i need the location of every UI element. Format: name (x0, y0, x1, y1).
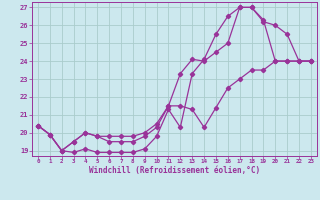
X-axis label: Windchill (Refroidissement éolien,°C): Windchill (Refroidissement éolien,°C) (89, 166, 260, 175)
